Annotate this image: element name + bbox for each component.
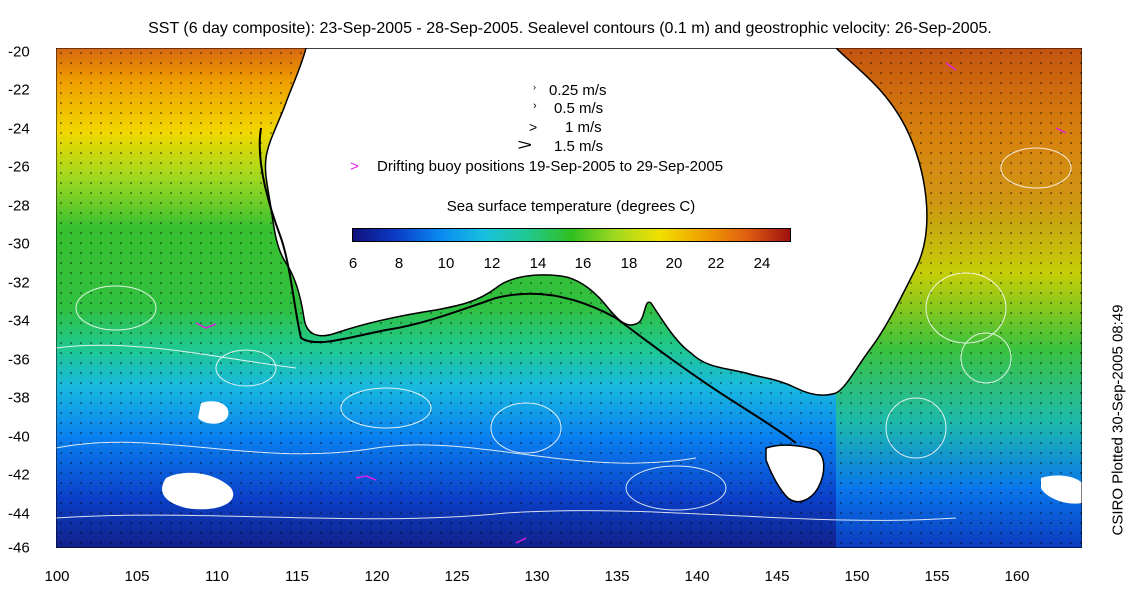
map-title: SST (6 day composite): 23-Sep-2005 - 28-… [148,20,992,37]
y-tick-label: -36 [8,351,30,369]
x-tick-label: 160 [1004,568,1030,585]
colorbar-tick-label: 6 [348,255,358,272]
x-tick-label: 130 [524,568,550,585]
y-tick-label: -42 [8,466,30,484]
x-tick-label: 140 [684,568,710,585]
cloud-patch [162,472,234,510]
y-tick-label: -26 [8,158,30,176]
x-tick-label: 120 [364,568,390,585]
x-tick-label: 155 [924,568,950,585]
legend-velocity-label: 0.5 m/s [554,100,604,117]
x-tick-label: 105 [124,568,150,585]
cloud-patch [1041,475,1082,504]
credit-label: CSIRO Plotted 30-Sep-2005 08:49 [1109,304,1127,536]
sst-map[interactable] [56,48,1082,548]
x-tick-label: 110 [205,568,229,585]
legend-velocity-label: 1 m/s [565,119,602,136]
velocity-arrow-icon: › [533,82,536,92]
colorbar-tick-label: 18 [620,255,638,272]
tasmania-land [765,444,825,503]
x-tick-label: 125 [444,568,470,585]
colorbar-tick-label: 16 [574,255,592,272]
y-tick-label: -38 [8,389,30,407]
y-tick-label: -32 [8,274,30,292]
colorbar-tick-label: 20 [665,255,683,272]
colorbar-tick-label: 14 [529,255,547,272]
y-tick-label: -40 [8,428,30,446]
legend-velocity-label: 1.5 m/s [554,138,604,155]
shelf-contour-line [258,127,797,444]
velocity-arrow-icon: > [517,137,533,154]
x-tick-label: 100 [44,568,70,585]
y-tick-label: -28 [8,197,30,215]
x-tick-label: 150 [844,568,870,585]
colorbar-title: Sea surface temperature (degrees C) [446,198,696,215]
x-tick-label: 135 [604,568,630,585]
legend-velocity-label: 0.25 m/s [549,82,607,99]
x-tick-label: 145 [764,568,790,585]
y-tick-label: -24 [8,120,30,138]
velocity-arrow-icon: › [533,100,537,112]
colorbar-tick-label: 8 [394,255,404,272]
y-tick-label: -46 [8,539,30,557]
cloud-patch [198,401,229,424]
y-tick-label: -22 [8,81,30,99]
colorbar-tick-label: 12 [483,255,501,272]
sst-colorbar [352,228,791,242]
y-tick-label: -20 [8,43,30,61]
velocity-arrow-icon: > [529,119,538,135]
colorbar-tick-label: 24 [753,255,771,272]
buoy-tracks [195,62,1067,544]
australia-land [264,48,928,396]
y-tick-label: -34 [8,312,30,330]
y-tick-label: -30 [8,235,30,253]
legend-buoy-label: Drifting buoy positions 19-Sep-2005 to 2… [377,158,724,175]
colorbar-tick-label: 10 [437,255,455,272]
x-tick-label: 115 [285,568,309,585]
sst-map-canvas [56,48,1082,548]
buoy-marker-icon: > [350,158,359,175]
y-tick-label: -44 [8,505,30,523]
colorbar-tick-label: 22 [707,255,725,272]
sealevel-contours [56,147,1072,521]
